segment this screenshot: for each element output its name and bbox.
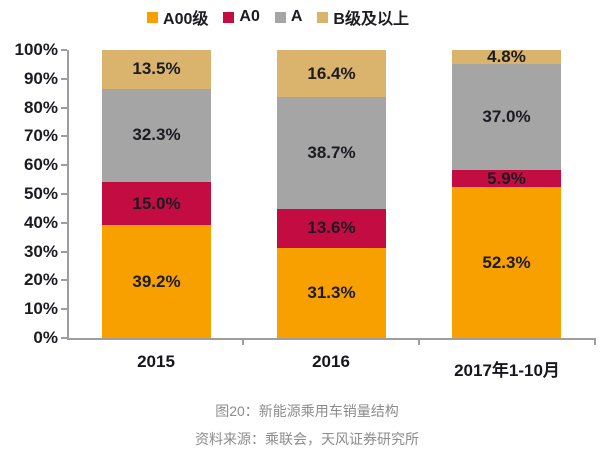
y-axis-tick [61, 250, 67, 253]
legend-label: A00级 [163, 11, 209, 28]
y-axis-tick-label: 30% [23, 241, 58, 261]
bar-segment: 32.3% [102, 88, 211, 182]
y-axis-tick-label: 80% [23, 97, 58, 117]
bar: 31.3% 13.6% 38.7% 16.4% [277, 50, 386, 338]
y-axis-tick [61, 135, 67, 138]
y-axis-tick-label: 60% [23, 155, 58, 175]
x-axis-label: 2017年1-10月 [454, 361, 560, 380]
bar-segment-label: 5.9% [487, 168, 526, 188]
x-axis-tick [242, 338, 244, 345]
x-axis-line [67, 338, 595, 340]
chart-title: 图20：新能源乘用车销量结构 [215, 403, 399, 419]
bar-segment: 15.0% [102, 181, 211, 226]
y-axis-tick [61, 308, 67, 311]
y-axis-line [67, 50, 69, 340]
y-axis-tick [61, 221, 67, 224]
x-axis-label: 2016 [312, 352, 350, 371]
chart-source: 资料来源：乘联会，天风证券研究所 [195, 431, 419, 447]
y-axis-tick-label: 20% [23, 270, 58, 290]
y-axis-tick [61, 49, 67, 51]
y-axis-tick-label: 90% [23, 68, 58, 88]
bar: 52.3% 5.9% 37.0% 4.8% [452, 46, 561, 338]
bar-segment-label: 4.8% [487, 46, 526, 66]
legend-item: A0 [223, 8, 260, 26]
legend: A00级 A0 A B级及以上 [0, 6, 578, 28]
bar-segment-label: 13.5% [132, 59, 181, 79]
bar-segment-label: 37.0% [482, 107, 531, 127]
y-axis-tick-label: 0% [33, 328, 58, 347]
legend-label: B级及以上 [333, 11, 409, 28]
bar-segment-label: 32.3% [132, 125, 181, 145]
y-axis-tick [61, 337, 67, 339]
bar-segment-label: 31.3% [307, 282, 356, 302]
bar-segment: 5.9% [452, 168, 561, 188]
bar-segment: 37.0% [452, 63, 561, 171]
bar-segment-label: 13.6% [307, 218, 356, 238]
legend-item: B级及以上 [317, 5, 409, 29]
bar-segment: 52.3% [452, 187, 561, 338]
bar-segment-label: 16.4% [307, 63, 356, 83]
bar-segment-label: 52.3% [482, 252, 531, 272]
bar-segment: 38.7% [277, 97, 386, 209]
legend-item: A [274, 8, 303, 26]
y-axis-tick-label: 10% [23, 299, 58, 319]
bar-segment: 39.2% [102, 225, 211, 338]
legend-label: A0 [239, 8, 260, 25]
legend-swatch-icon [317, 11, 329, 23]
bar-segment: 4.8% [452, 46, 561, 66]
bar: 39.2% 15.0% 32.3% 13.5% [102, 50, 211, 338]
y-axis-tick [61, 106, 67, 109]
legend-swatch-icon [223, 11, 235, 23]
legend-swatch-icon [147, 11, 159, 23]
x-axis-tick [418, 338, 420, 345]
bar-segment-label: 15.0% [132, 193, 181, 213]
x-axis-tick [594, 338, 596, 345]
y-axis-tick-label: 40% [23, 212, 58, 232]
bar-segment: 13.6% [277, 208, 386, 248]
y-axis-tick-label: 100% [14, 40, 58, 59]
bar-segment-label: 39.2% [132, 271, 181, 291]
y-axis-tick [61, 279, 67, 282]
legend-swatch-icon [274, 11, 286, 23]
legend-label: A [290, 8, 303, 25]
x-axis-label: 2015 [137, 352, 175, 371]
legend-item: A00级 [147, 5, 208, 29]
y-axis-tick-label: 70% [23, 126, 58, 146]
bar-segment-label: 38.7% [307, 142, 356, 162]
y-axis-tick-label: 50% [23, 184, 58, 203]
y-axis-tick [61, 164, 67, 167]
y-axis-tick [61, 193, 67, 195]
bar-segment: 13.5% [102, 50, 211, 89]
bar-segment: 31.3% [277, 247, 386, 338]
y-axis-tick [61, 77, 67, 80]
bar-segment: 16.4% [277, 50, 386, 98]
